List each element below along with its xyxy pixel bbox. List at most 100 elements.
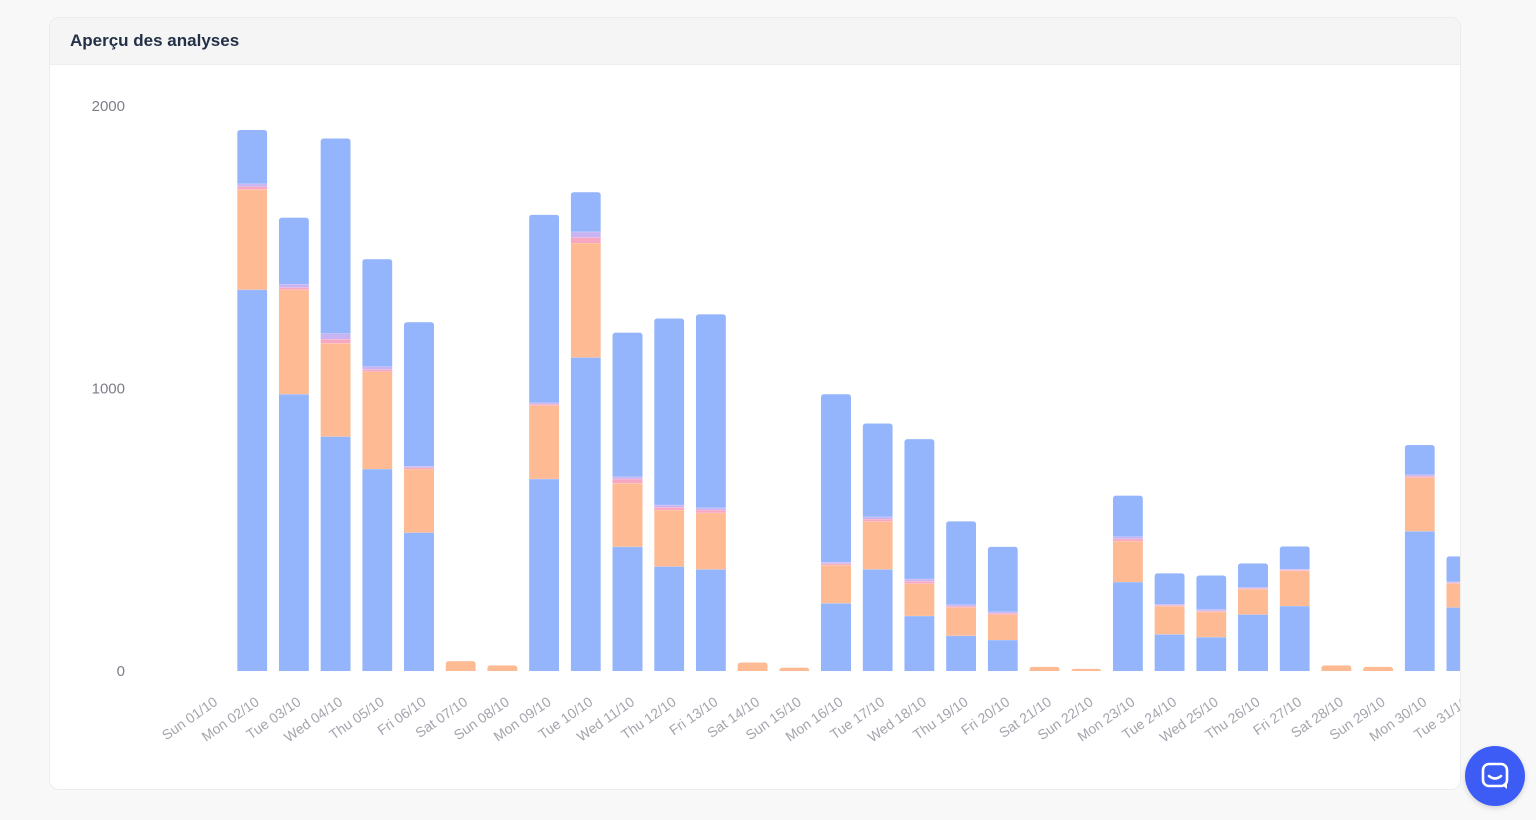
bar-segment[interactable] (320, 339, 351, 344)
bar-stack[interactable] (1279, 546, 1310, 671)
bar-segment[interactable] (987, 614, 1018, 640)
bar-segment[interactable] (362, 369, 393, 372)
bar-segment[interactable] (904, 581, 935, 584)
bar-segment[interactable] (1404, 445, 1435, 475)
bar-stack[interactable] (695, 314, 726, 671)
bar-segment[interactable] (529, 214, 560, 403)
bar-segment[interactable] (278, 217, 309, 284)
bar-segment[interactable] (695, 569, 726, 671)
bar-segment[interactable] (1404, 531, 1435, 671)
bar-segment[interactable] (404, 469, 434, 533)
bar-segment[interactable] (987, 611, 1018, 614)
bar-segment[interactable] (1238, 588, 1268, 590)
bar-segment[interactable] (862, 516, 893, 520)
bar-segment[interactable] (1196, 637, 1227, 671)
bar-stack[interactable] (1321, 665, 1352, 671)
bar-segment[interactable] (946, 635, 977, 671)
bar-stack[interactable] (779, 667, 810, 671)
bar-segment[interactable] (612, 476, 643, 479)
bar-segment[interactable] (779, 667, 810, 671)
bar-segment[interactable] (612, 483, 643, 547)
bar-segment[interactable] (1238, 563, 1268, 588)
bar-stack[interactable] (1238, 563, 1268, 671)
chat-launcher-button[interactable] (1465, 746, 1525, 806)
bar-segment[interactable] (1029, 666, 1060, 671)
bar-segment[interactable] (1279, 570, 1310, 607)
bar-segment[interactable] (404, 532, 434, 671)
bar-segment[interactable] (862, 569, 893, 671)
bar-segment[interactable] (1238, 614, 1268, 672)
bar-segment[interactable] (278, 287, 309, 290)
bar-segment[interactable] (904, 583, 935, 616)
bar-stack[interactable] (1154, 573, 1185, 671)
bar-segment[interactable] (278, 283, 309, 288)
bar-segment[interactable] (862, 521, 893, 570)
bar-segment[interactable] (1112, 582, 1143, 671)
bar-segment[interactable] (821, 603, 851, 671)
bar-segment[interactable] (237, 183, 268, 187)
bar-segment[interactable] (946, 604, 977, 607)
bar-segment[interactable] (529, 478, 560, 671)
bar-segment[interactable] (1446, 607, 1462, 671)
bar-stack[interactable] (987, 546, 1018, 671)
bar-stack[interactable] (862, 423, 893, 671)
bar-segment[interactable] (1321, 665, 1352, 671)
bar-segment[interactable] (695, 509, 726, 513)
bar-segment[interactable] (1112, 536, 1143, 539)
bar-segment[interactable] (1154, 573, 1185, 605)
bar-segment[interactable] (1154, 606, 1185, 635)
bar-segment[interactable] (904, 615, 935, 671)
bar-segment[interactable] (404, 322, 434, 467)
bar-segment[interactable] (278, 394, 309, 671)
bar-segment[interactable] (529, 402, 560, 405)
bar-segment[interactable] (1238, 589, 1268, 615)
bar-segment[interactable] (237, 189, 268, 290)
bar-stack[interactable] (320, 138, 351, 671)
bar-segment[interactable] (737, 662, 768, 671)
bar-segment[interactable] (278, 289, 309, 395)
bar-segment[interactable] (987, 546, 1018, 612)
bar-stack[interactable] (1404, 445, 1435, 671)
bar-segment[interactable] (862, 423, 893, 517)
bar-segment[interactable] (654, 507, 685, 510)
bar-stack[interactable] (487, 665, 518, 671)
bar-segment[interactable] (529, 404, 560, 406)
bar-segment[interactable] (1404, 474, 1435, 477)
bar-stack[interactable] (904, 439, 935, 671)
bar-stack[interactable] (1363, 666, 1394, 671)
bar-segment[interactable] (529, 405, 560, 479)
bar-stack[interactable] (654, 318, 685, 671)
bar-segment[interactable] (654, 509, 685, 567)
bar-stack[interactable] (404, 322, 434, 671)
bar-segment[interactable] (695, 507, 726, 510)
bar-segment[interactable] (320, 343, 351, 437)
bar-segment[interactable] (862, 519, 893, 522)
bar-segment[interactable] (695, 314, 726, 508)
bar-segment[interactable] (362, 259, 393, 367)
bar-segment[interactable] (404, 466, 434, 468)
bar-segment[interactable] (654, 566, 685, 671)
bar-segment[interactable] (654, 318, 685, 505)
bar-segment[interactable] (570, 243, 601, 358)
bar-stack[interactable] (1112, 495, 1143, 671)
bar-segment[interactable] (487, 665, 518, 671)
bar-stack[interactable] (362, 259, 393, 671)
bar-segment[interactable] (1363, 666, 1394, 671)
bar-stack[interactable] (612, 332, 643, 671)
bar-segment[interactable] (1279, 569, 1310, 570)
bar-segment[interactable] (362, 366, 393, 370)
bar-segment[interactable] (570, 231, 601, 238)
bar-segment[interactable] (946, 607, 977, 636)
bar-segment[interactable] (320, 138, 351, 334)
bar-segment[interactable] (946, 521, 977, 605)
bar-segment[interactable] (1196, 610, 1227, 612)
bar-segment[interactable] (237, 130, 268, 184)
bar-segment[interactable] (237, 186, 268, 190)
bar-segment[interactable] (1196, 575, 1227, 610)
bar-segment[interactable] (1446, 581, 1462, 583)
bar-segment[interactable] (821, 562, 851, 564)
bar-segment[interactable] (1238, 587, 1268, 589)
bar-segment[interactable] (1279, 546, 1310, 570)
bar-stack[interactable] (570, 192, 601, 671)
bar-segment[interactable] (821, 394, 851, 563)
